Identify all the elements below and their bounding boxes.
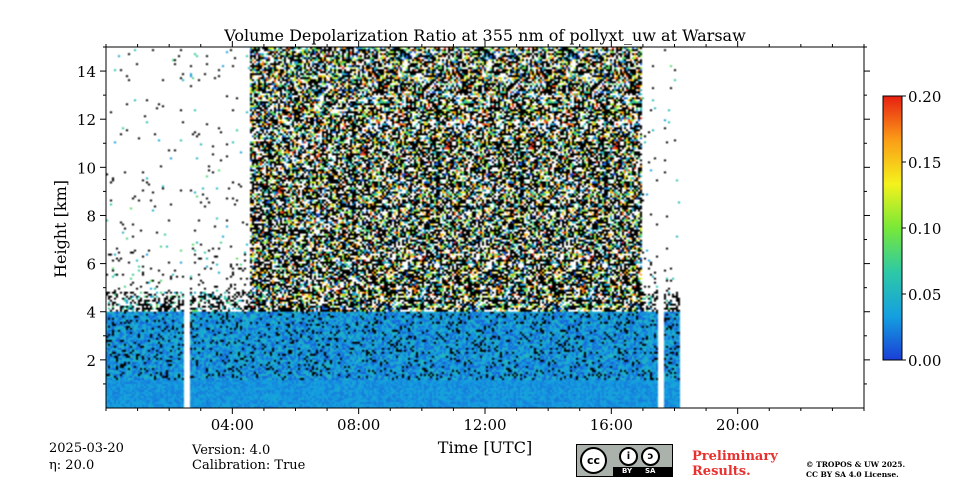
y-axis-label: Height [km]	[51, 180, 70, 278]
by-attribution-icon: i	[619, 447, 638, 466]
preliminary-results-note: Preliminary Results.	[692, 449, 778, 479]
cc-badge-bar: BY SA	[613, 467, 672, 476]
footer-calibration: Calibration: True	[192, 458, 306, 473]
y-tick-label: 10	[77, 159, 96, 177]
colorbar-tick-label: 0.10	[908, 220, 941, 238]
colorbar-tick-label: 0.00	[908, 352, 941, 370]
footer-date: 2025-03-20	[49, 441, 124, 456]
cc-license-badge: cc i ↄ BY SA	[576, 444, 673, 477]
colorbar	[882, 95, 903, 361]
y-tick-label: 8	[86, 207, 96, 225]
y-tick-label: 4	[86, 304, 96, 322]
x-tick-label: 20:00	[716, 416, 759, 434]
cc-by-label: BY	[622, 467, 633, 475]
plot-area	[106, 47, 864, 408]
y-tick-label: 14	[77, 63, 96, 81]
footer-version: Version: 4.0	[192, 443, 271, 458]
cc-sa-label: SA	[645, 467, 656, 475]
cc-icon: cc	[580, 447, 607, 474]
colorbar-tick-label: 0.20	[908, 88, 941, 106]
chart-title: Volume Depolarization Ratio at 355 nm of…	[223, 26, 746, 45]
preliminary-line1: Preliminary	[692, 449, 778, 464]
copyright-line2: CC BY SA 4.0 License.	[806, 470, 899, 479]
copyright-note: © TROPOS & UW 2025. CC BY SA 4.0 License…	[806, 460, 905, 480]
heatmap-raster	[106, 47, 864, 408]
y-tick-label: 2	[86, 352, 96, 370]
x-tick-label: 04:00	[211, 416, 254, 434]
copyright-line1: © TROPOS & UW 2025.	[806, 460, 906, 469]
sa-share-alike-icon: ↄ	[641, 447, 660, 466]
x-tick-label: 08:00	[337, 416, 380, 434]
y-axis: 2 4 6 8 10 12 14	[77, 46, 870, 385]
colorbar-tick-label: 0.05	[908, 286, 941, 304]
colorbar-axis: 0.00 0.05 0.10 0.15 0.20	[902, 88, 941, 370]
y-tick-label: 6	[86, 256, 96, 274]
x-tick-label: 12:00	[463, 416, 506, 434]
footer-eta: η: 20.0	[49, 458, 95, 473]
preliminary-line2: Results.	[692, 464, 751, 479]
y-tick-label: 12	[77, 111, 96, 129]
colorbar-tick-label: 0.15	[908, 154, 941, 172]
x-tick-label: 16:00	[590, 416, 633, 434]
x-axis: 04:00 08:00 12:00 16:00 20:00	[105, 41, 865, 434]
x-axis-label: Time [UTC]	[438, 438, 532, 457]
